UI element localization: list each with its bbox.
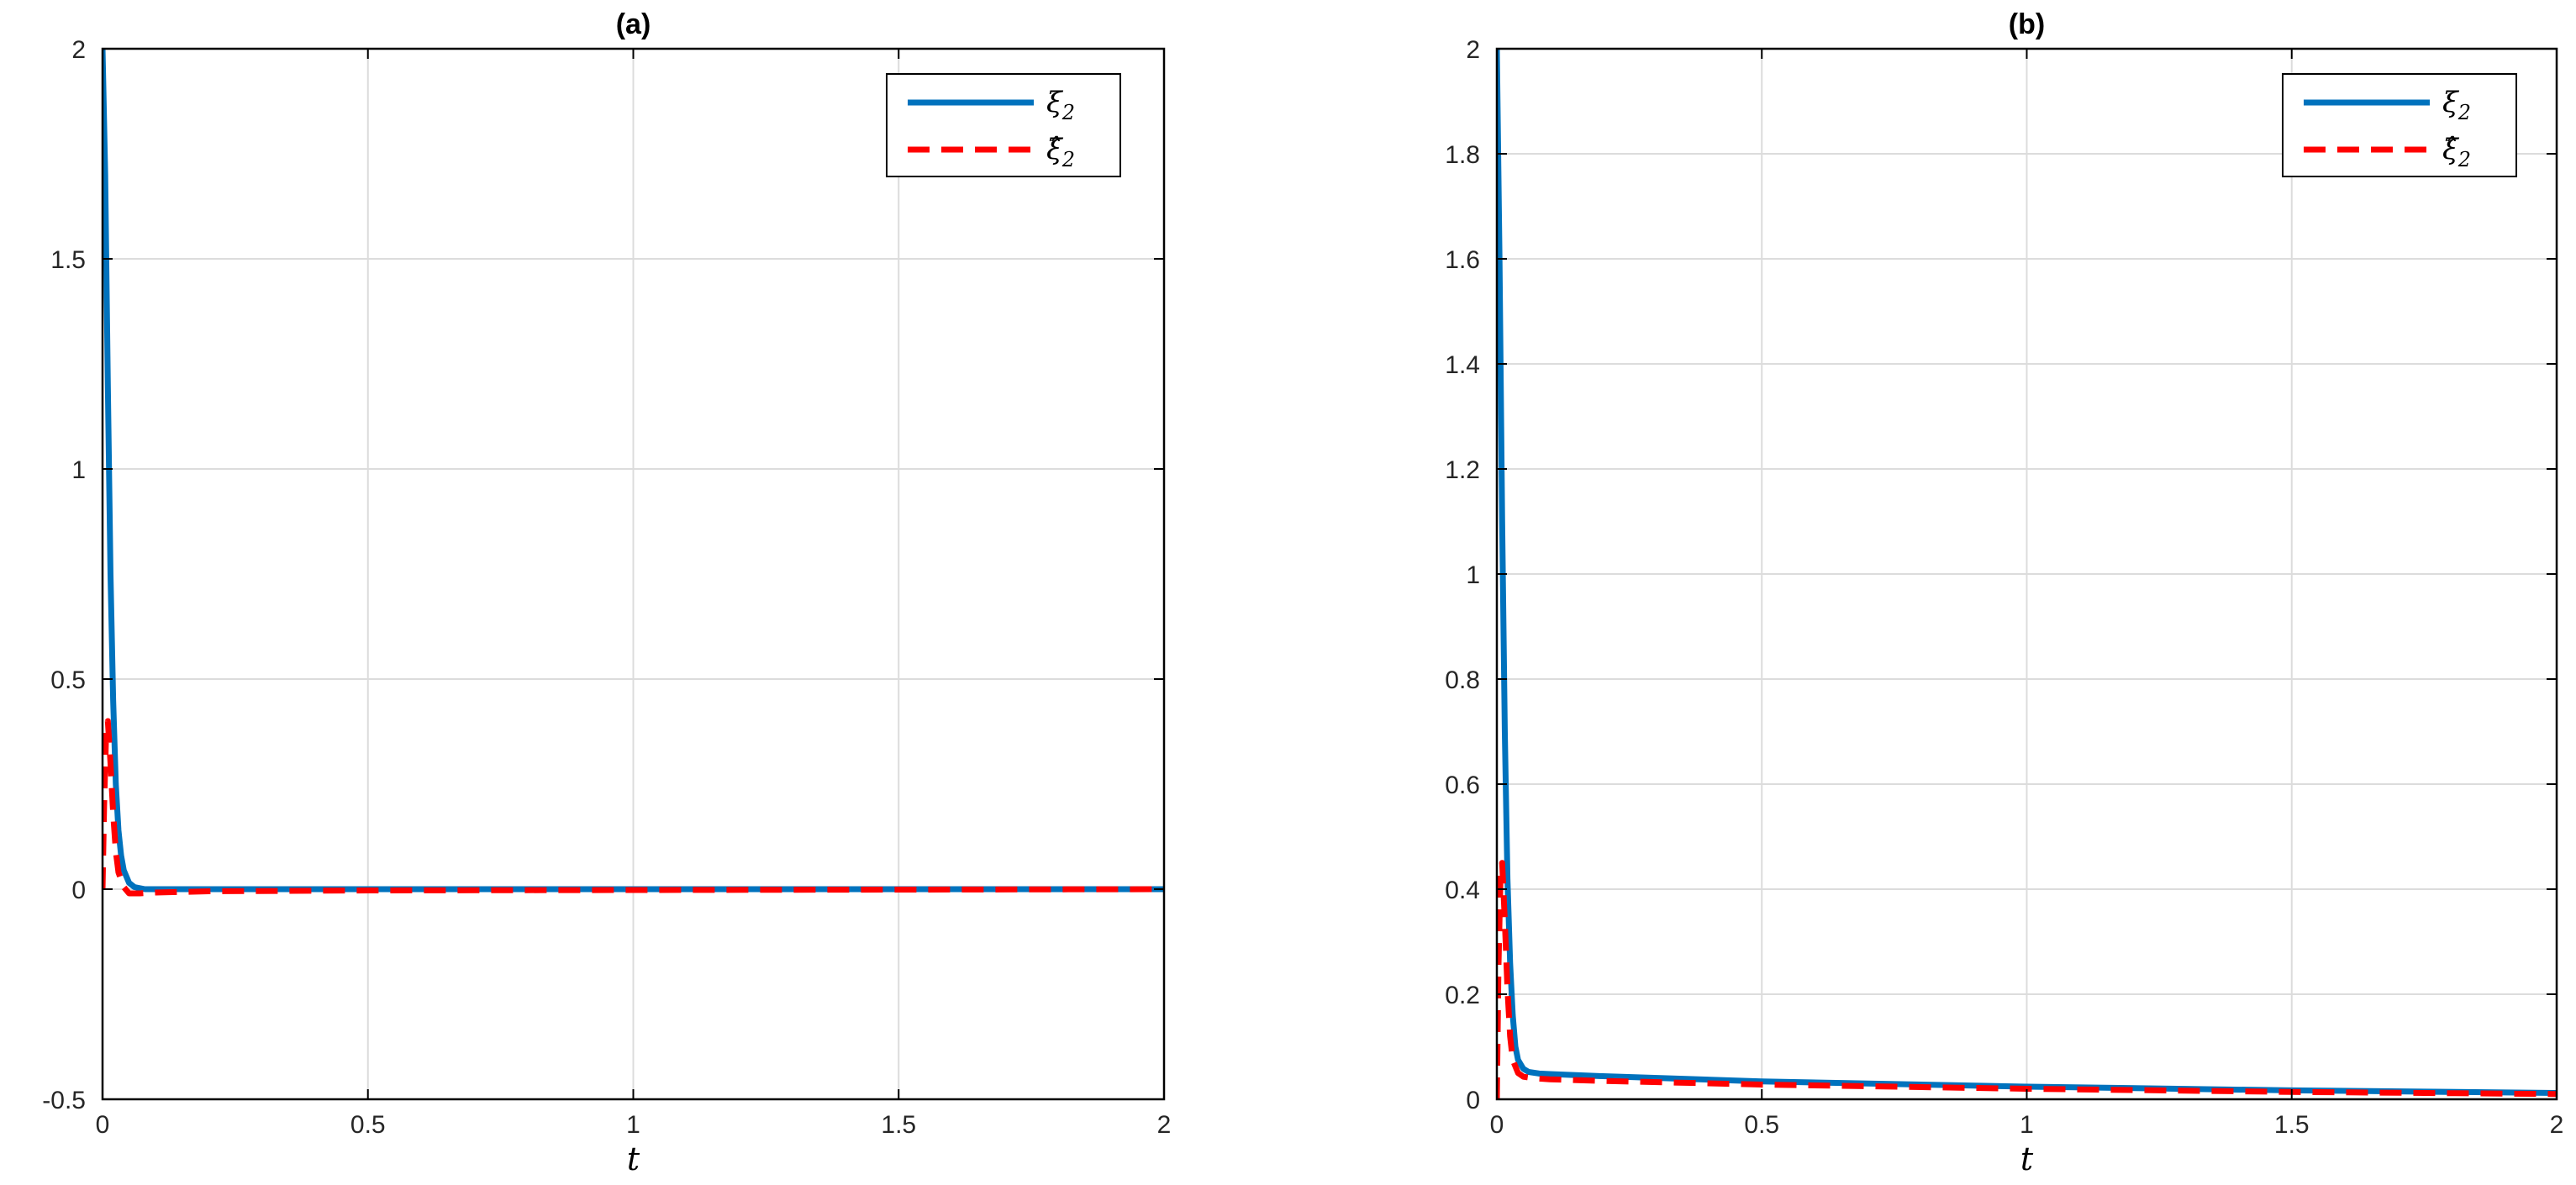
legend-label-subscript: 2 [2457, 148, 2471, 171]
legend-label-xi2-hat: ξ̂2 [2442, 133, 2471, 171]
y-tick-label: 0 [1466, 1087, 1480, 1114]
legend-label-xi2-hat: ξ̂2 [1046, 133, 1075, 171]
legend-label-symbol: ξ̂ [2442, 133, 2460, 166]
y-tick-label: 1.4 [1445, 351, 1480, 379]
legend-label-xi2: ξ2 [2442, 86, 2471, 124]
chart-title: (a) [616, 8, 651, 40]
chart-b: 0 0.5 1 1.5 2 0 0.2 0.4 0.6 0.8 1 1.2 1.4 1.6 1.8 2 (b) t… [1445, 8, 2563, 1177]
y-tick-label: 2 [1466, 36, 1480, 64]
y-tick-label: 0.5 [50, 666, 86, 694]
legend-label-symbol: ξ [1046, 86, 1064, 119]
series-line-xi2 [1497, 48, 2557, 1096]
legend-label-subscript: 2 [2457, 101, 2471, 124]
series-line-xi2-hat [103, 718, 1164, 897]
legend-box [2282, 73, 2517, 177]
x-tick-label: 1 [2020, 1111, 2034, 1139]
y-tick-label: 1.6 [1445, 246, 1480, 274]
x-tick-label: 0.5 [1744, 1111, 1779, 1139]
y-tick-label: 1.5 [50, 246, 86, 274]
y-tick-label: 1 [71, 456, 86, 484]
x-tick-label: 0 [1490, 1111, 1504, 1139]
x-tick-label: 0 [96, 1111, 110, 1139]
y-tick-label: 0.8 [1445, 666, 1480, 694]
x-tick-label: 1.5 [881, 1111, 916, 1139]
chart-title: (b) [2009, 8, 2045, 40]
legend-label-subscript: 2 [1061, 148, 1075, 171]
y-tick-label: 0.4 [1445, 877, 1480, 904]
y-tick-label: 0.6 [1445, 772, 1480, 799]
legend-label-subscript: 2 [1061, 101, 1075, 124]
y-tick-label: 2 [71, 36, 86, 64]
x-tick-label: 1.5 [2274, 1111, 2310, 1139]
legend-box [886, 73, 1121, 177]
x-axis-label: t [2020, 1140, 2034, 1177]
series-line-xi2-hat [1497, 860, 2557, 1100]
x-tick-label: 1 [626, 1111, 640, 1139]
y-tick-label: 0.2 [1445, 982, 1480, 1009]
x-tick-label: 2 [2550, 1111, 2564, 1139]
y-tick-label: 0 [71, 877, 86, 904]
y-tick-label: 1.8 [1445, 141, 1480, 169]
y-tick-label: 1 [1466, 561, 1480, 589]
legend-label-xi2: ξ2 [1046, 86, 1075, 124]
x-axis-label: t [627, 1140, 640, 1177]
legend-label-symbol: ξ [2442, 86, 2460, 119]
y-tick-label: -0.5 [42, 1087, 86, 1114]
x-tick-label: 0.5 [350, 1111, 386, 1139]
legend-label-symbol: ξ̂ [1046, 133, 1064, 166]
x-tick-label: 2 [1157, 1111, 1172, 1139]
y-tick-label: 1.2 [1445, 456, 1480, 484]
